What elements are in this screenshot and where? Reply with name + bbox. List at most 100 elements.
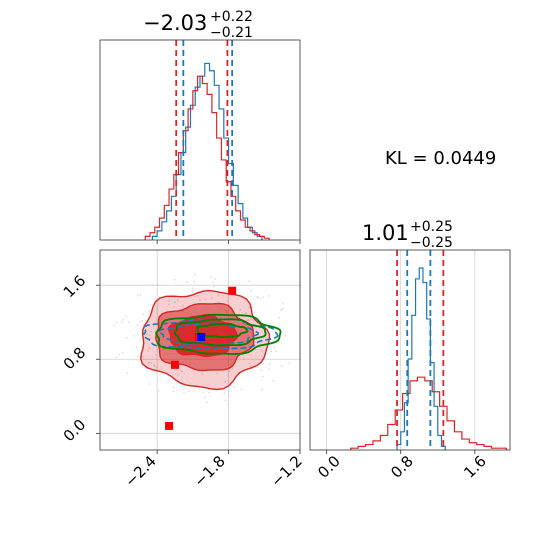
sample-point <box>147 350 149 353</box>
histogram-series <box>396 267 446 450</box>
sample-point <box>261 388 264 391</box>
sample-point <box>148 309 150 312</box>
green-density-contour <box>195 322 249 339</box>
sample-point <box>262 375 265 378</box>
sample-point <box>126 372 129 375</box>
sample-point <box>137 294 140 297</box>
sample-point <box>191 287 194 290</box>
sample-point <box>125 315 128 318</box>
sample-point <box>272 379 275 382</box>
sample-point <box>193 280 196 283</box>
sample-point <box>113 324 116 327</box>
y-tick-label: 0.8 <box>60 344 90 374</box>
sample-point <box>247 319 250 322</box>
sample-point <box>135 324 138 327</box>
sample-point <box>249 365 252 368</box>
sample-point <box>280 309 283 311</box>
sample-point <box>240 388 243 391</box>
sample-point <box>177 373 179 376</box>
top-left-histogram-panel <box>99 39 301 244</box>
sample-point <box>115 321 118 323</box>
top-left-title-lower: −0.21 <box>210 25 253 41</box>
sample-point <box>168 379 171 381</box>
sample-point <box>217 294 220 297</box>
sample-point <box>118 353 121 356</box>
joint-y-tick-labels: 1.6 0.8 0.0 <box>60 272 90 446</box>
sample-point <box>284 334 287 337</box>
sample-point <box>202 391 205 394</box>
sample-point <box>248 280 250 283</box>
sample-point <box>183 391 185 394</box>
green-density-contour <box>173 318 267 347</box>
sample-point <box>172 386 175 389</box>
axes-frame <box>99 249 301 451</box>
joint-contour-panel <box>96 249 301 454</box>
sample-point <box>239 308 242 311</box>
sample-point <box>273 346 276 349</box>
histogram-series <box>350 376 507 450</box>
sample-point <box>181 305 184 308</box>
x-tick-label: 0.8 <box>387 452 417 482</box>
sample-point <box>186 280 189 283</box>
sample-point <box>282 307 284 310</box>
axes-frame <box>99 39 301 241</box>
sample-point <box>232 386 235 388</box>
sample-point <box>121 351 124 354</box>
sample-point <box>120 321 123 324</box>
x-tick-label: −2.4 <box>121 452 159 490</box>
sample-point <box>115 356 117 359</box>
sample-point <box>154 329 157 332</box>
top-left-title: −2.03 +0.22 −0.21 <box>143 9 253 41</box>
sample-point <box>176 299 179 302</box>
sample-point <box>156 366 158 369</box>
y-tick-label: 1.6 <box>60 272 90 302</box>
sample-point <box>206 401 208 404</box>
top-left-title-upper: +0.22 <box>210 9 253 25</box>
sample-point <box>216 372 219 375</box>
sample-point <box>259 297 261 300</box>
sample-point <box>135 346 138 349</box>
sample-point <box>197 294 199 297</box>
sample-point <box>148 334 151 337</box>
sample-point <box>213 285 216 288</box>
sample-point <box>193 295 196 298</box>
sample-point <box>242 358 245 360</box>
y-tick-label: 0.0 <box>60 416 90 446</box>
blue-density-contour <box>157 322 260 346</box>
x-tick-label: −1.8 <box>190 452 228 490</box>
sample-point <box>155 354 158 356</box>
histogram-series <box>144 75 270 240</box>
bottom-right-title-upper: +0.25 <box>410 219 453 235</box>
sample-point <box>150 362 153 364</box>
sample-point <box>122 318 124 321</box>
sample-point <box>248 306 251 309</box>
x-tick-label: 0.0 <box>314 452 344 482</box>
sample-point <box>288 362 291 365</box>
sample-point <box>251 367 254 370</box>
sample-marker <box>228 286 237 295</box>
sample-point <box>245 311 247 314</box>
bottom-right-title-lower: −0.25 <box>410 235 453 251</box>
sample-point <box>157 390 160 392</box>
x-tick-label: −1.2 <box>267 452 305 490</box>
bottom-right-title: 1.01 +0.25 −0.25 <box>362 219 453 251</box>
sample-point <box>147 362 150 365</box>
sample-marker <box>197 333 206 342</box>
sample-point <box>231 367 234 370</box>
panel-background <box>310 250 510 450</box>
sample-point <box>250 290 253 293</box>
sample-point <box>282 302 284 305</box>
sample-point <box>194 273 197 276</box>
sample-point <box>262 296 264 299</box>
sample-point <box>141 319 144 322</box>
sample-point <box>150 330 152 333</box>
sample-point <box>139 321 142 323</box>
sample-point <box>270 350 273 353</box>
sample-point <box>137 355 139 358</box>
green-density-contour <box>155 313 282 355</box>
sample-point <box>267 295 270 297</box>
sample-point <box>249 318 252 321</box>
sample-point <box>142 313 145 316</box>
sample-point <box>212 281 215 284</box>
